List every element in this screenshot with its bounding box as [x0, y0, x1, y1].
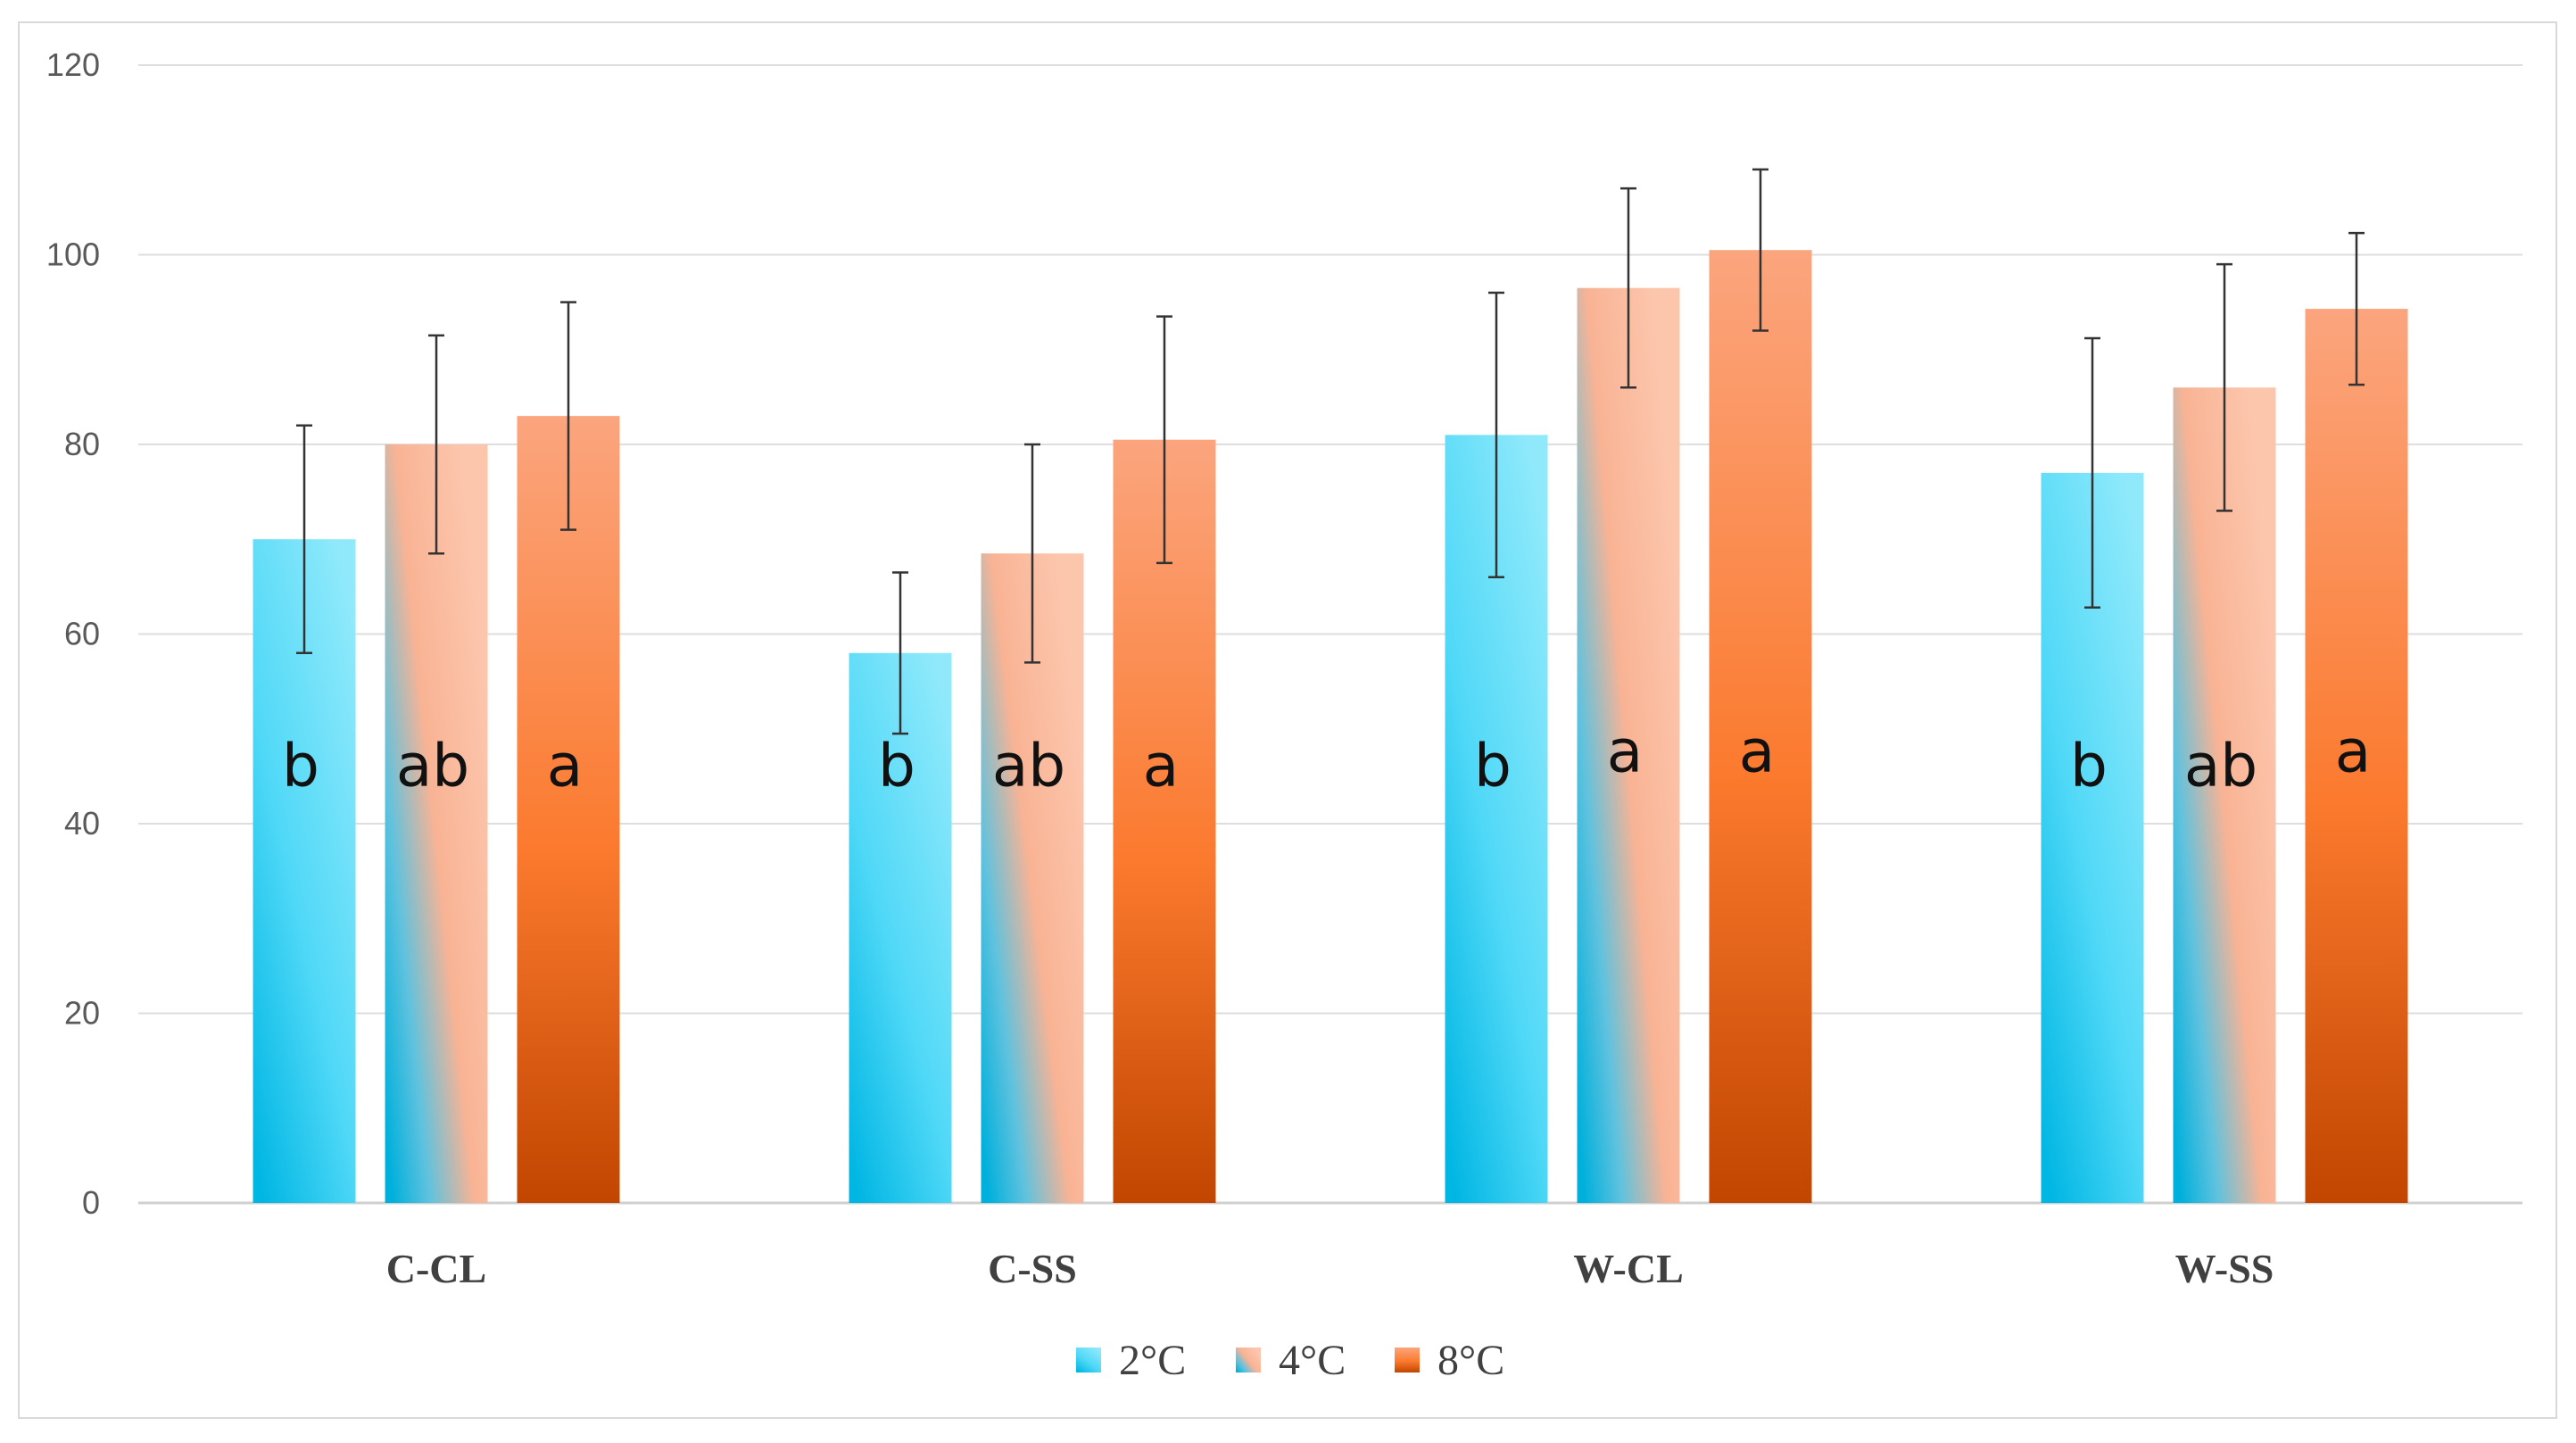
- bar: [385, 444, 488, 1203]
- bar: [2305, 309, 2408, 1203]
- significance-letter: b: [282, 732, 319, 800]
- significance-letter: a: [1143, 732, 1179, 800]
- y-tick-label: 40: [64, 805, 100, 842]
- bar: [1709, 250, 1812, 1203]
- x-category-label: C-SS: [988, 1246, 1077, 1291]
- significance-letter: ab: [992, 732, 1065, 800]
- significance-letter: ab: [396, 732, 469, 800]
- y-tick-label: 0: [82, 1184, 100, 1221]
- bar: [517, 416, 620, 1203]
- bar: [2173, 387, 2276, 1203]
- x-category-label: W-CL: [1573, 1246, 1684, 1291]
- significance-letter: a: [547, 732, 583, 800]
- x-category-label: W-SS: [2175, 1246, 2274, 1291]
- legend-label: 4°C: [1279, 1337, 1346, 1384]
- y-tick-label: 60: [64, 616, 100, 652]
- significance-letter: b: [878, 732, 915, 800]
- significance-letter: b: [1474, 732, 1512, 800]
- legend-label: 2°C: [1119, 1337, 1186, 1384]
- y-tick-label: 120: [46, 46, 100, 83]
- y-tick-label: 20: [64, 995, 100, 1032]
- y-tick-label: 100: [46, 236, 100, 273]
- bar: [849, 652, 952, 1203]
- bar: [1577, 287, 1680, 1203]
- x-category-label: C-CL: [386, 1246, 486, 1291]
- significance-letter: a: [1739, 717, 1775, 786]
- bar: [1113, 439, 1216, 1203]
- legend-label: 8°C: [1437, 1337, 1504, 1384]
- significance-letter: a: [2335, 717, 2371, 786]
- significance-letter: a: [1607, 717, 1643, 786]
- significance-letter: b: [2070, 732, 2108, 800]
- y-tick-label: 80: [64, 426, 100, 462]
- significance-letter: ab: [2184, 732, 2257, 800]
- legend-swatch: [1076, 1348, 1101, 1373]
- legend-swatch: [1395, 1348, 1420, 1373]
- legend-swatch: [1236, 1348, 1261, 1373]
